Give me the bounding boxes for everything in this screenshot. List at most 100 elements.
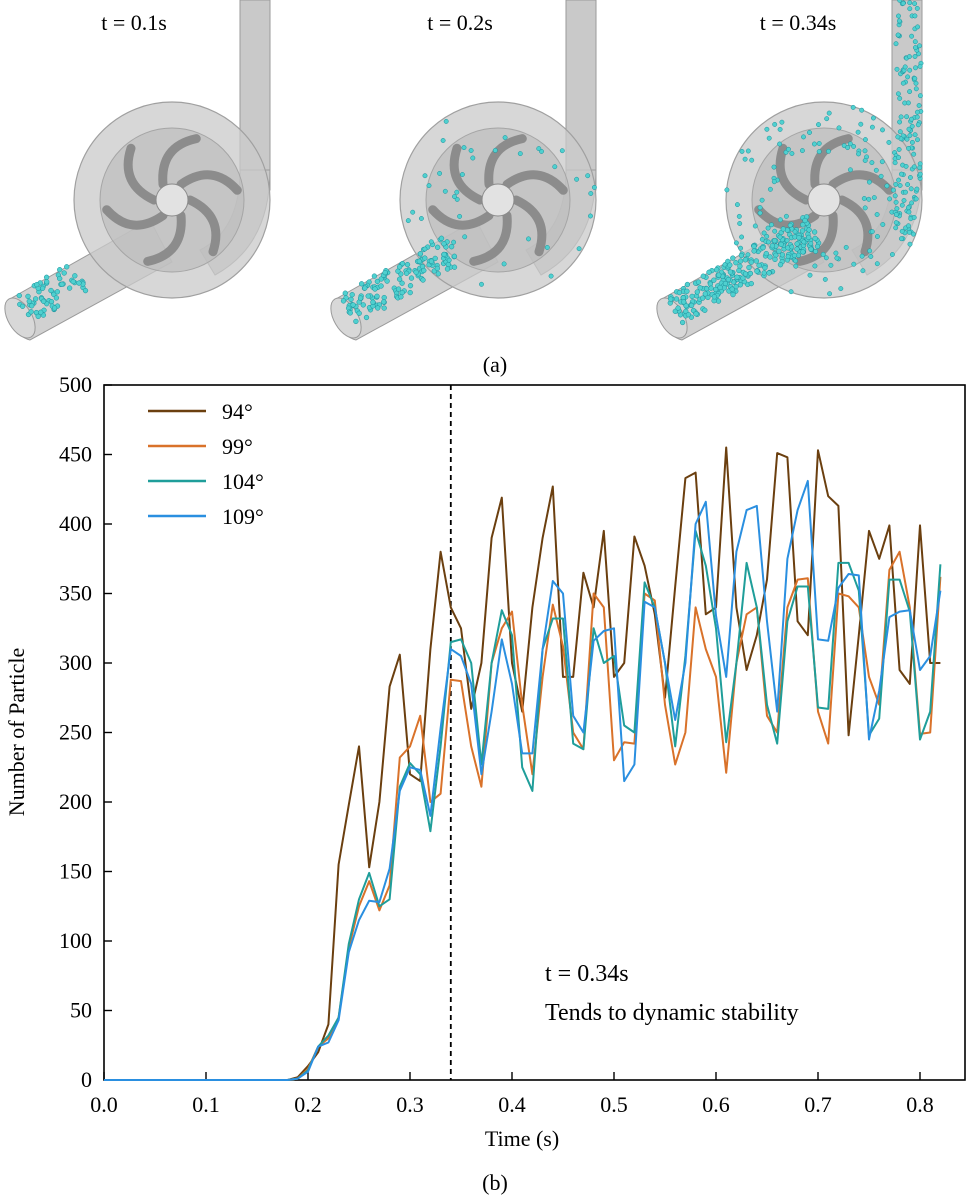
particle — [588, 191, 594, 196]
particle — [742, 271, 749, 277]
particle — [737, 221, 743, 226]
particle — [739, 148, 745, 154]
particle — [713, 286, 719, 293]
particle — [689, 293, 695, 300]
particle — [350, 302, 356, 308]
particle — [43, 274, 50, 280]
particle — [887, 196, 893, 202]
particle — [769, 243, 776, 249]
impeller-blade — [511, 195, 547, 257]
particle — [893, 220, 899, 226]
particle — [342, 290, 348, 296]
particle — [873, 167, 879, 173]
particle — [759, 236, 765, 242]
impeller-blade — [428, 205, 494, 230]
pump-snapshot-1 — [4, 0, 271, 341]
particle — [715, 298, 722, 304]
particle — [823, 255, 829, 261]
impeller-blade — [754, 205, 820, 230]
particle — [884, 183, 890, 189]
x-tick-label: 0.3 — [396, 1092, 424, 1117]
particle — [442, 188, 448, 194]
particle — [789, 151, 795, 156]
particle — [688, 302, 695, 309]
particle — [893, 181, 899, 187]
impeller-blade — [143, 211, 186, 266]
particle — [914, 5, 920, 11]
particle — [695, 279, 702, 285]
particle — [576, 246, 582, 252]
particle — [771, 179, 777, 185]
particle — [422, 246, 428, 252]
particle — [749, 157, 755, 163]
particle — [811, 141, 817, 147]
particle — [874, 261, 880, 267]
particle — [800, 249, 806, 255]
x-tick-label: 0.0 — [90, 1092, 118, 1117]
particle — [838, 286, 844, 292]
particle — [816, 141, 822, 146]
impeller-blade — [837, 195, 873, 257]
legend-label: 94° — [222, 399, 253, 424]
particle — [900, 0, 906, 6]
particle — [742, 156, 748, 162]
particle — [843, 244, 849, 250]
particle — [917, 93, 923, 99]
particle — [859, 107, 865, 113]
particle — [403, 270, 410, 276]
impeller-blade — [795, 211, 838, 266]
particle — [444, 266, 451, 272]
particle — [784, 238, 790, 243]
particle — [899, 202, 905, 208]
particle — [694, 289, 700, 295]
particle — [778, 241, 784, 248]
particle — [48, 299, 55, 305]
particle — [29, 303, 35, 309]
particle — [904, 136, 910, 142]
particle — [734, 274, 740, 280]
particle — [381, 299, 387, 305]
particle — [896, 155, 902, 160]
particle — [917, 171, 923, 177]
particle — [917, 161, 923, 167]
particle — [676, 289, 683, 296]
particle — [904, 114, 910, 120]
impeller-blade — [469, 211, 512, 266]
particle — [756, 262, 762, 269]
y-tick-label: 450 — [59, 442, 92, 467]
y-tick-label: 100 — [59, 928, 92, 953]
particle — [745, 148, 751, 154]
particle — [915, 24, 921, 30]
particle — [859, 253, 865, 259]
particle — [871, 195, 877, 201]
particle — [673, 296, 680, 302]
series-lines — [104, 446, 942, 1081]
particle — [748, 259, 754, 265]
particle — [713, 267, 720, 273]
particle — [693, 311, 699, 317]
particle — [25, 293, 31, 300]
particle — [915, 122, 921, 128]
particle — [780, 226, 786, 232]
particle — [761, 270, 767, 276]
particle — [880, 127, 885, 133]
particle — [906, 223, 911, 229]
particle — [897, 183, 903, 188]
particle — [536, 146, 542, 152]
particle — [763, 250, 769, 257]
particle — [869, 160, 875, 166]
panel-a-label: (a) — [483, 352, 507, 377]
particle — [759, 197, 765, 203]
particle — [76, 280, 82, 286]
particle — [410, 209, 416, 215]
particle — [806, 234, 812, 241]
particle — [421, 267, 427, 274]
particle — [548, 273, 554, 279]
particle — [428, 239, 434, 245]
particle — [907, 0, 913, 6]
particle — [736, 213, 742, 219]
particle — [856, 151, 861, 157]
particle — [897, 0, 903, 3]
particle — [893, 199, 899, 205]
